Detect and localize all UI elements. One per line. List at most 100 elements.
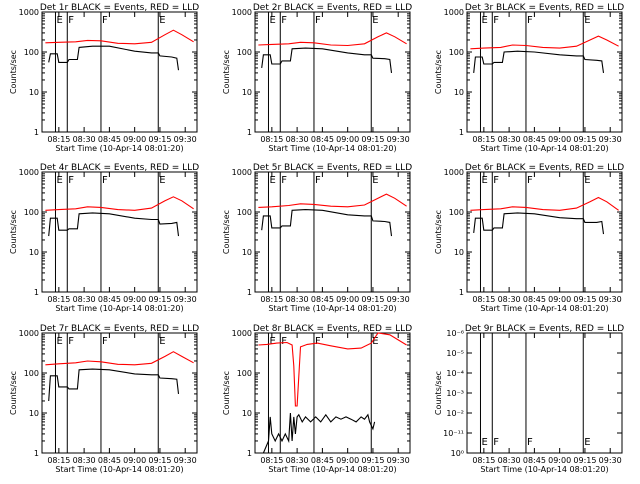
y-axis-label: Counts/sec — [222, 50, 231, 94]
event-marker-label: F — [281, 15, 287, 26]
y-tick-label: 10 — [454, 88, 464, 97]
event-marker-label: F — [281, 175, 287, 186]
y-tick-label: 10 — [454, 248, 464, 257]
event-marker-label: F — [102, 336, 108, 347]
x-tick-label: 08:15 — [472, 135, 495, 144]
detector-plot-2: Det 2r BLACK = Events, RED = LLD 1 10 100 10… — [222, 3, 412, 153]
events-series-line — [473, 50, 605, 73]
x-tick-label: 08:30 — [498, 456, 521, 465]
event-marker-label: E — [56, 336, 62, 347]
x-tick-label: 09:00 — [123, 456, 146, 465]
x-axis-label: Start Time (10-Apr-14 08:01:20) — [480, 144, 608, 153]
event-marker-label: F — [68, 336, 74, 347]
y-tick-label: 1 — [247, 128, 252, 137]
event-marker-label: F — [527, 175, 533, 186]
x-tick-label: 08:30 — [498, 295, 521, 304]
y-tick-label: 1 — [247, 449, 252, 458]
y-tick-label: 1 — [459, 128, 464, 137]
detector-plot-8: Det 8r BLACK = Events, RED = LLD 1 10 100 10… — [222, 324, 412, 474]
y-tick-label: 10 — [242, 409, 252, 418]
plot-title: Det 9r BLACK = Events, RED = LLD — [465, 324, 624, 334]
x-tick-label: 09:30 — [387, 295, 410, 304]
x-axis-label: Start Time (10-Apr-14 08:01:20) — [268, 144, 396, 153]
detector-plot-1: Det 1r BLACK = Events, RED = LLD 1 10 100 10… — [9, 3, 199, 153]
x-tick-label: 08:45 — [98, 295, 121, 304]
lld-series-line — [258, 32, 407, 47]
event-marker-label: F — [68, 175, 74, 186]
x-axis-label: Start Time (10-Apr-14 08:01:20) — [55, 465, 183, 474]
x-tick-label: 09:00 — [336, 456, 359, 465]
x-tick-label: 08:30 — [498, 135, 521, 144]
event-marker-label: E — [584, 437, 590, 448]
y-tick-label: 100 — [24, 48, 39, 57]
event-marker-label: F — [315, 175, 321, 186]
event-marker-label: F — [315, 336, 321, 347]
event-marker-label: E — [481, 175, 487, 186]
event-marker-label: F — [281, 336, 287, 347]
x-tick-label: 08:30 — [286, 295, 309, 304]
events-series-line — [261, 209, 393, 237]
x-tick-label: 09:00 — [548, 456, 571, 465]
lld-series-line — [470, 35, 619, 50]
y-tick-label: 1 — [34, 128, 39, 137]
x-tick-label: 08:45 — [311, 135, 334, 144]
event-marker-label: E — [584, 15, 590, 26]
y-axis-label: Counts/sec — [9, 50, 18, 94]
event-marker-label: F — [315, 15, 321, 26]
x-tick-label: 08:45 — [311, 295, 334, 304]
y-axis-label: Counts/sec — [434, 371, 443, 415]
y-axis-label: Counts/sec — [222, 371, 231, 415]
x-tick-label: 08:15 — [47, 295, 70, 304]
x-tick-label: 09:00 — [548, 295, 571, 304]
x-tick-label: 08:15 — [260, 456, 283, 465]
detector-plot-4: Det 4r BLACK = Events, RED = LLD 1 10 100 10… — [9, 163, 199, 313]
y-tick-label: 100 — [237, 369, 252, 378]
detector-plot-7: Det 7r BLACK = Events, RED = LLD 1 10 100 10… — [9, 324, 199, 474]
x-tick-label: 09:15 — [573, 295, 596, 304]
event-marker-label: E — [372, 175, 378, 186]
x-tick-label: 09:15 — [148, 295, 171, 304]
y-tick-label: 10 — [242, 88, 252, 97]
event-marker-label: E — [269, 15, 275, 26]
y-tick-label: 1000 — [19, 168, 39, 177]
events-series-line — [261, 47, 393, 73]
lld-series-line — [258, 332, 407, 407]
x-tick-label: 08:15 — [472, 456, 495, 465]
event-marker-label: E — [159, 336, 165, 347]
events-series-line — [48, 212, 180, 237]
event-marker-label: F — [527, 15, 533, 26]
y-tick-label: 10 — [29, 248, 39, 257]
y-tick-label: 10⁰ — [451, 449, 464, 458]
x-tick-label: 09:30 — [174, 456, 197, 465]
x-tick-label: 09:30 — [387, 135, 410, 144]
plot-frame — [254, 332, 411, 454]
x-axis-label: Start Time (10-Apr-14 08:01:20) — [268, 304, 396, 313]
plot-frame — [41, 171, 198, 293]
event-marker-label: E — [159, 175, 165, 186]
events-series-line — [48, 368, 180, 402]
x-axis-label: Start Time (10-Apr-14 08:01:20) — [55, 144, 183, 153]
event-marker-label: E — [481, 15, 487, 26]
x-tick-label: 08:45 — [311, 456, 334, 465]
x-axis-label: Start Time (10-Apr-14 08:01:20) — [55, 304, 183, 313]
plot-frame — [466, 11, 623, 133]
plot-frame — [41, 332, 198, 454]
x-tick-label: 08:15 — [260, 295, 283, 304]
y-axis-label: Counts/sec — [9, 371, 18, 415]
x-tick-label: 08:30 — [73, 135, 96, 144]
plot-frame — [254, 11, 411, 133]
plot-title: Det 4r BLACK = Events, RED = LLD — [40, 163, 199, 173]
events-series-line — [262, 412, 376, 454]
x-tick-label: 09:00 — [336, 135, 359, 144]
y-tick-label: 10 — [29, 409, 39, 418]
y-tick-label: 1000 — [444, 8, 464, 17]
lld-series-line — [45, 29, 194, 45]
y-tick-label: 100 — [449, 48, 464, 57]
x-axis-label: Start Time (10-Apr-14 08:01:20) — [268, 465, 396, 474]
plot-title: Det 7r BLACK = Events, RED = LLD — [40, 324, 199, 334]
y-tick-label: 10⁻⁶ — [446, 329, 464, 338]
x-tick-label: 09:00 — [336, 295, 359, 304]
detector-plot-5: Det 5r BLACK = Events, RED = LLD 1 10 100 10… — [222, 163, 412, 313]
event-marker-label: F — [102, 175, 108, 186]
